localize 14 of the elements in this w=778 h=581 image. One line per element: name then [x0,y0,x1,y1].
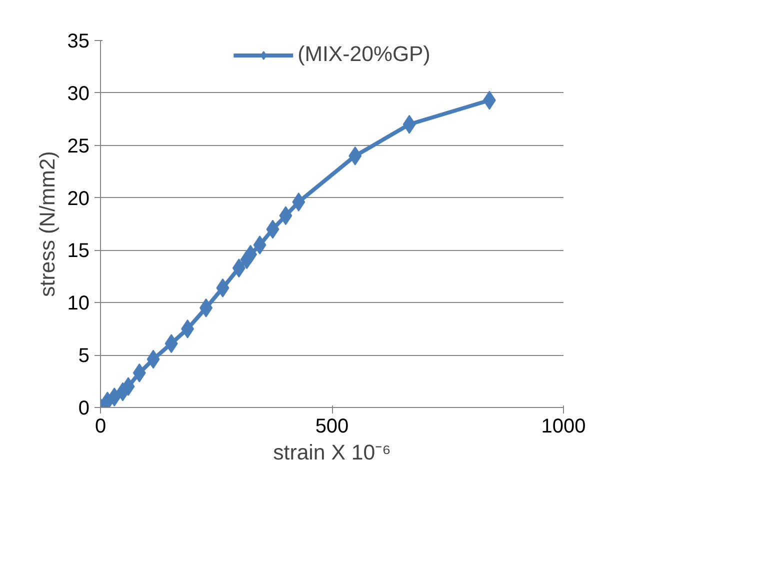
y-tick-label: 30 [67,82,90,105]
y-tick-label: 20 [67,188,90,210]
y-tick-label: 5 [78,345,90,368]
legend-label: (MIX-20%GP) [298,42,430,67]
x-tick-label: 500 [315,416,349,438]
y-tick-label: 15 [67,240,90,262]
x-axis-title: strain X 10⁻⁶ [273,440,391,464]
y-axis-title: stress (N/mm2) [35,151,60,297]
y-tick-label: 0 [78,398,90,420]
y-tick-label: 10 [67,292,90,315]
y-tick-label: 35 [67,30,90,52]
x-tick-label: 0 [94,416,106,438]
x-tick-label: 1000 [541,416,586,438]
y-tick-label: 25 [67,135,90,158]
